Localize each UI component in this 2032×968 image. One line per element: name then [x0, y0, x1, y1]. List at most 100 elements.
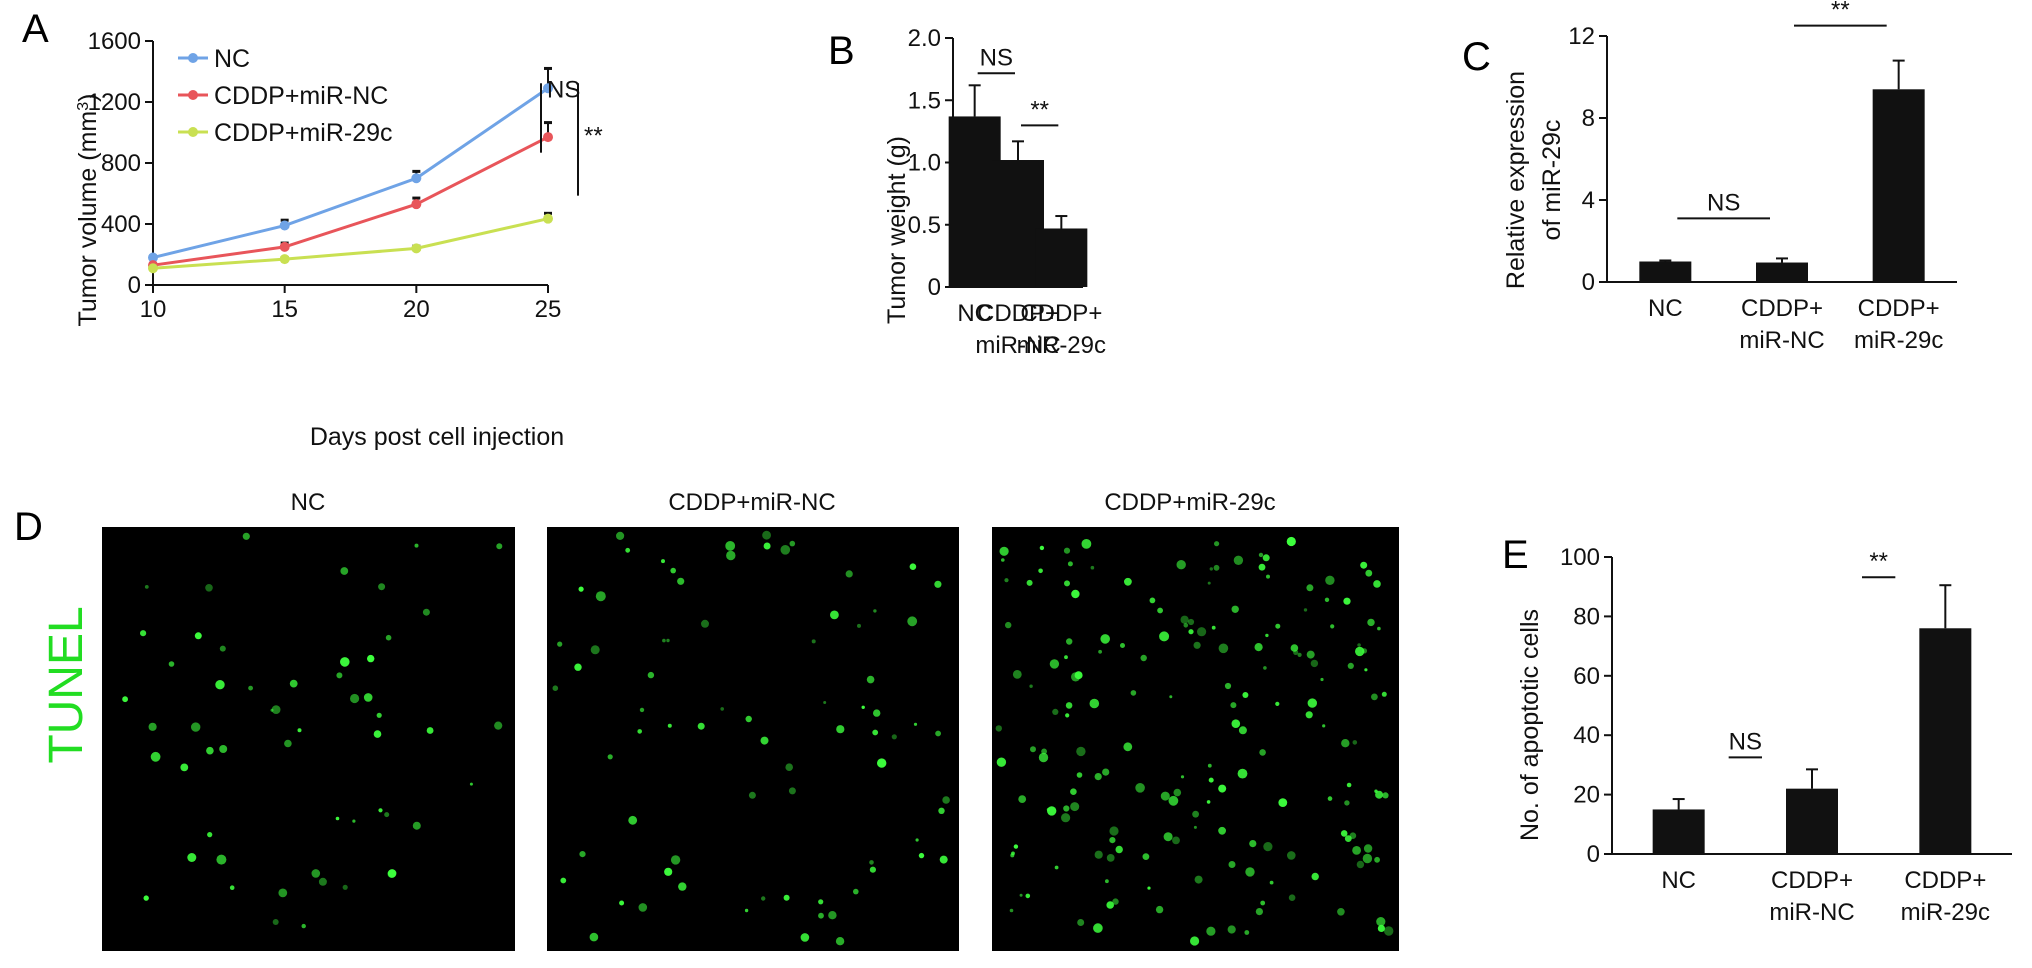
tunel-positive-cell: [1159, 631, 1170, 642]
tunel-positive-cell: [1192, 810, 1199, 818]
tunel-positive-cell: [284, 739, 292, 748]
tunel-positive-cell: [1377, 924, 1385, 933]
tunel-positive-cell: [1012, 670, 1022, 679]
tunel-positive-cell: [1081, 539, 1092, 549]
panel-e-plot: 0 20 40 60 80 100 NC CDDP+ miR-NC CDDP+ miR-29c NS *…: [1560, 544, 2012, 926]
tunel-positive-cell: [574, 663, 582, 671]
tunel-positive-cell: [677, 577, 685, 585]
tunel-positive-cell: [866, 675, 875, 684]
tunel-positive-cell: [1038, 568, 1043, 574]
panel-a-legend-label: CDDP+miR-29c: [214, 119, 393, 147]
panel-e-category-label: CDDP+: [1904, 867, 1986, 894]
tunel-positive-cell: [1067, 561, 1073, 567]
panel-c-category-label: miR-29c: [1854, 327, 1943, 354]
tunel-positive-cell: [1063, 547, 1071, 554]
tunel-positive-cell: [872, 729, 879, 736]
tunel-positive-cell: [215, 680, 225, 690]
tunel-positive-cell: [818, 912, 824, 919]
tunel-positive-cell: [1187, 618, 1195, 626]
tunel-positive-cell: [1290, 644, 1299, 652]
tunel-positive-cell: [1112, 898, 1119, 905]
micrograph-title-cddp-mirnc: CDDP+miR-NC: [668, 489, 835, 516]
tunel-positive-cell: [1147, 886, 1151, 890]
tunel-positive-cell: [1362, 853, 1373, 864]
tunel-positive-cell: [1130, 690, 1137, 696]
micrograph-title-cddp-mir29c: CDDP+miR-29c: [1104, 489, 1275, 516]
panel-b-ytick-label: 0.5: [908, 212, 941, 239]
tunel-positive-cells: [122, 530, 1394, 946]
tunel-positive-cell: [1206, 800, 1211, 804]
panel-a-data-point: [411, 173, 422, 184]
tunel-positive-cell: [667, 723, 672, 728]
tunel-positive-cell: [1327, 796, 1333, 801]
tunel-positive-cell: [1352, 740, 1358, 745]
tunel-positive-cell: [1375, 790, 1384, 799]
tunel-positive-cell: [219, 745, 228, 753]
tunel-positive-cell: [830, 610, 839, 620]
tunel-positive-cell: [1286, 536, 1296, 547]
tunel-positive-cell: [1218, 784, 1227, 793]
panel-a-line-chart: 0 400 800 1200 1600 10 15 20 25 NC CDDP+miR-NC CDD…: [74, 28, 603, 451]
tunel-positive-cell: [1049, 659, 1060, 669]
panel-a-data-point: [279, 254, 290, 265]
tunel-positive-cell: [1001, 558, 1005, 562]
tunel-positive-cell: [289, 679, 298, 688]
tunel-positive-cell: [1340, 830, 1348, 837]
tunel-positive-cell: [869, 866, 877, 873]
tunel-positive-cell: [1030, 746, 1036, 753]
tunel-positive-cell: [877, 758, 887, 768]
panel-a-data-point: [543, 132, 553, 143]
panel-letter-e: E: [1502, 533, 1529, 577]
tunel-positive-cell: [1374, 789, 1378, 793]
tunel-positive-cell: [373, 730, 382, 738]
tunel-positive-cell: [1365, 569, 1373, 577]
tunel-positive-cell: [619, 900, 625, 906]
panel-a-data-point: [411, 199, 422, 210]
tunel-positive-cell: [1325, 575, 1335, 585]
tunel-positive-cell: [1278, 798, 1288, 807]
tunel-positive-cell: [607, 754, 613, 760]
panel-e-bar: [1652, 809, 1705, 854]
tunel-positive-cell: [1029, 684, 1033, 688]
tunel-positive-cell: [662, 638, 666, 643]
tunel-positive-cell: [1173, 788, 1182, 797]
tunel-positive-cell: [1039, 545, 1045, 551]
tunel-positive-cell: [869, 860, 874, 865]
tunel-positive-cell: [1106, 901, 1114, 909]
tunel-positive-cell: [1337, 908, 1345, 916]
tunel-positive-cell: [1265, 633, 1269, 638]
panel-b-category-label: CDDP+: [1020, 300, 1102, 327]
panel-a-legend-marker: [188, 127, 198, 137]
tunel-positive-cell: [1120, 643, 1125, 648]
tunel-positive-cell: [1275, 623, 1281, 629]
panel-e-ytick-label: 60: [1573, 663, 1600, 690]
tunel-positive-cell: [590, 645, 600, 655]
tunel-positive-cell: [861, 705, 865, 709]
tunel-positive-cell: [909, 563, 917, 570]
tunel-positive-cell: [340, 657, 350, 667]
tunel-positive-cell: [1124, 577, 1132, 586]
tunel-positive-cell: [589, 932, 599, 942]
tunel-positive-cell: [1090, 565, 1095, 570]
panel-a-xtick-label: 10: [140, 296, 167, 323]
tunel-positive-cell: [1357, 643, 1361, 647]
tunel-positive-cell: [270, 708, 274, 712]
tunel-positive-cell: [1382, 792, 1389, 799]
tunel-positive-cell: [1306, 650, 1315, 659]
tunel-positive-cell: [938, 807, 945, 814]
panel-c-category-label: CDDP+: [1741, 295, 1823, 322]
tunel-positive-cell: [625, 547, 631, 553]
tunel-positive-cell: [1052, 708, 1059, 716]
tunel-positive-cell: [1207, 763, 1212, 768]
panel-e-ytick-label: 100: [1560, 544, 1600, 571]
tunel-positive-cell: [939, 855, 948, 864]
tunel-positive-cell: [1356, 860, 1365, 869]
tunel-positive-cell: [1211, 625, 1216, 630]
panel-a-ytick-label: 800: [101, 150, 141, 177]
tunel-positive-cell: [1287, 851, 1296, 860]
panel-a-legend-label: NC: [214, 45, 250, 73]
tunel-positive-cell: [1344, 835, 1352, 842]
tunel-positive-cell: [207, 832, 213, 838]
tunel-positive-cell: [1157, 607, 1163, 614]
tunel-positive-cell: [1364, 668, 1368, 672]
